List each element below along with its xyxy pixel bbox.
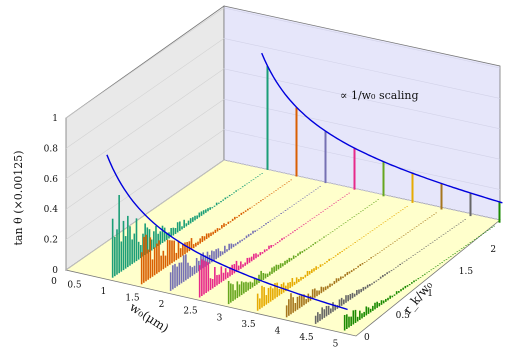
z-gridline <box>65 38 225 149</box>
x-tick-label: 1 <box>101 287 107 297</box>
series-2 <box>169 131 327 291</box>
x-axis-label: w₀(μm) <box>127 300 171 336</box>
z-gridline <box>223 38 501 99</box>
z-gridline <box>65 98 225 210</box>
y-tick-label: 2 <box>490 245 496 255</box>
y-tick-label: 0.5 <box>396 311 411 321</box>
bars-layer <box>111 65 501 331</box>
z-gridline <box>223 98 501 160</box>
series-1 <box>111 65 269 278</box>
z-axis-label: tan θ (×0.00125) <box>12 151 25 246</box>
y-tick-label: 1 <box>427 289 433 299</box>
y-tick-label: 1.5 <box>459 267 474 277</box>
x-tick-label: 4 <box>275 327 281 337</box>
z-tick-label: 0 <box>52 266 58 276</box>
z-tick-label: 1 <box>52 114 58 124</box>
series-3.5 <box>256 172 414 311</box>
z-tick-label: 0.4 <box>44 205 59 215</box>
z-gridline <box>223 129 501 190</box>
x-tick-label: 4.5 <box>299 333 314 343</box>
annotation-text: ∝ 1/w₀ scaling <box>340 89 419 102</box>
front-envelope-curve <box>106 154 348 311</box>
back-envelope-curve <box>261 52 503 204</box>
series-4 <box>285 183 443 318</box>
z-tick-label: 0.8 <box>44 144 59 154</box>
z-gridline <box>223 7 501 69</box>
series-5 <box>343 202 501 331</box>
x-tick-label: 2 <box>159 300 165 310</box>
y-tick-label: 0 <box>364 333 370 343</box>
x-tick-label: 5 <box>333 340 339 348</box>
z-gridline <box>223 68 501 130</box>
x-origin-label: 0 <box>51 277 57 287</box>
tick-labels-layer: 00.20.40.60.810.511.522.533.544.55000.51… <box>44 114 496 350</box>
x-tick-label: 1.5 <box>125 294 140 304</box>
x-tick-label: 3 <box>217 313 223 323</box>
z-gridline <box>223 159 501 221</box>
z-tick-label: 0.6 <box>44 175 59 185</box>
z-gridline <box>65 68 225 180</box>
series-1.5 <box>140 107 298 285</box>
wall-gridlines <box>65 7 501 271</box>
x-tick-label: 2.5 <box>183 307 198 317</box>
envelope-layer <box>106 52 503 311</box>
x-tick-label: 3.5 <box>241 320 256 330</box>
z-gridline <box>65 129 225 240</box>
series-4.5 <box>314 192 472 324</box>
z-tick-label: 0.2 <box>44 236 58 246</box>
x-tick-label: 0.5 <box>67 280 82 290</box>
z-gridline <box>65 7 225 119</box>
series-3 <box>227 161 385 305</box>
